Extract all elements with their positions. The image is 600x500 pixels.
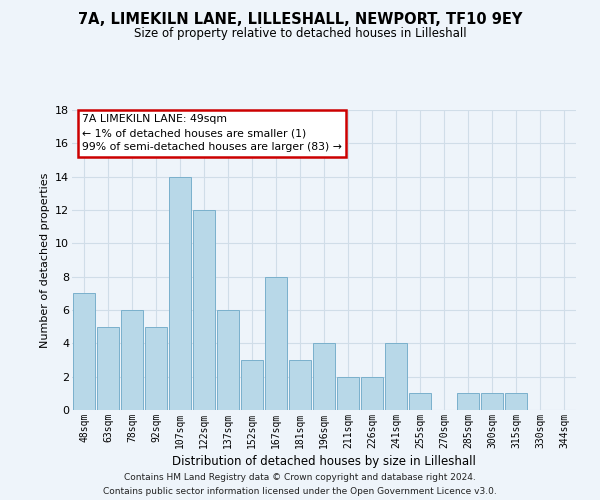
Bar <box>337 376 359 410</box>
Bar <box>145 326 167 410</box>
Bar <box>121 310 143 410</box>
Text: Size of property relative to detached houses in Lilleshall: Size of property relative to detached ho… <box>134 28 466 40</box>
Bar <box>169 176 191 410</box>
Bar <box>505 394 527 410</box>
Bar <box>385 344 407 410</box>
Text: 7A, LIMEKILN LANE, LILLESHALL, NEWPORT, TF10 9EY: 7A, LIMEKILN LANE, LILLESHALL, NEWPORT, … <box>78 12 522 28</box>
Bar <box>409 394 431 410</box>
Bar <box>73 294 95 410</box>
Bar <box>313 344 335 410</box>
Bar <box>97 326 119 410</box>
Text: Contains HM Land Registry data © Crown copyright and database right 2024.: Contains HM Land Registry data © Crown c… <box>124 473 476 482</box>
Bar <box>361 376 383 410</box>
Bar <box>289 360 311 410</box>
X-axis label: Distribution of detached houses by size in Lilleshall: Distribution of detached houses by size … <box>172 455 476 468</box>
Bar <box>457 394 479 410</box>
Bar <box>241 360 263 410</box>
Bar <box>265 276 287 410</box>
Bar <box>481 394 503 410</box>
Bar <box>217 310 239 410</box>
Text: Contains public sector information licensed under the Open Government Licence v3: Contains public sector information licen… <box>103 486 497 496</box>
Bar <box>193 210 215 410</box>
Text: 7A LIMEKILN LANE: 49sqm
← 1% of detached houses are smaller (1)
99% of semi-deta: 7A LIMEKILN LANE: 49sqm ← 1% of detached… <box>82 114 342 152</box>
Y-axis label: Number of detached properties: Number of detached properties <box>40 172 50 348</box>
